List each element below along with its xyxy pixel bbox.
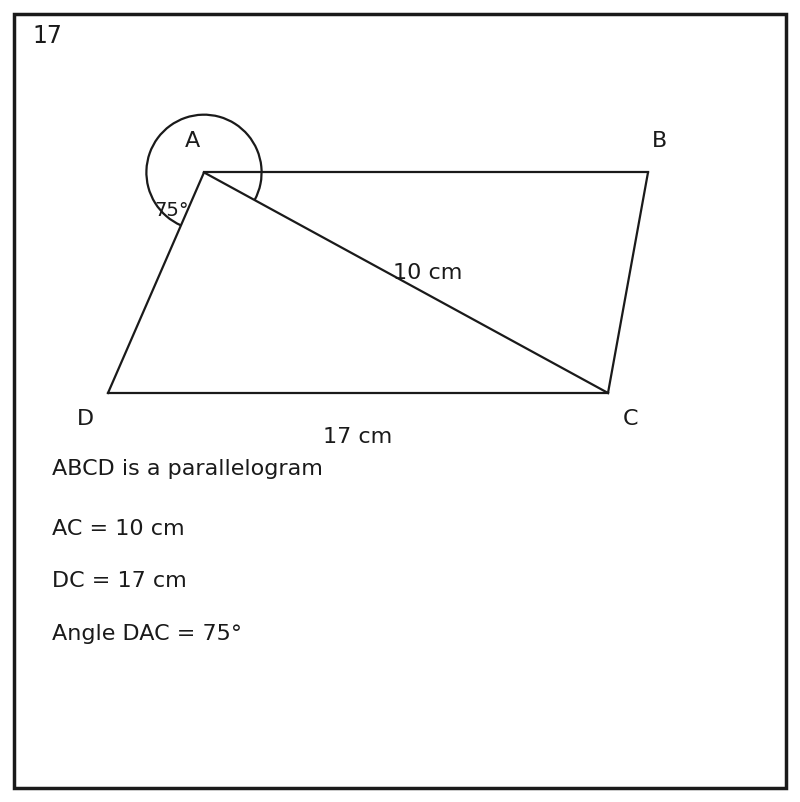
Text: 10 cm: 10 cm <box>394 263 462 282</box>
Text: 17 cm: 17 cm <box>323 427 392 447</box>
Text: Angle DAC = 75°: Angle DAC = 75° <box>52 624 242 643</box>
Text: 17: 17 <box>32 24 62 48</box>
Text: A: A <box>184 131 200 151</box>
Text: AC = 10 cm: AC = 10 cm <box>52 520 185 539</box>
Text: DC = 17 cm: DC = 17 cm <box>52 572 186 591</box>
Text: C: C <box>622 409 638 429</box>
Text: 75°: 75° <box>154 200 189 220</box>
Text: ABCD is a parallelogram: ABCD is a parallelogram <box>52 460 323 479</box>
Text: D: D <box>78 409 94 429</box>
Text: B: B <box>652 131 668 151</box>
